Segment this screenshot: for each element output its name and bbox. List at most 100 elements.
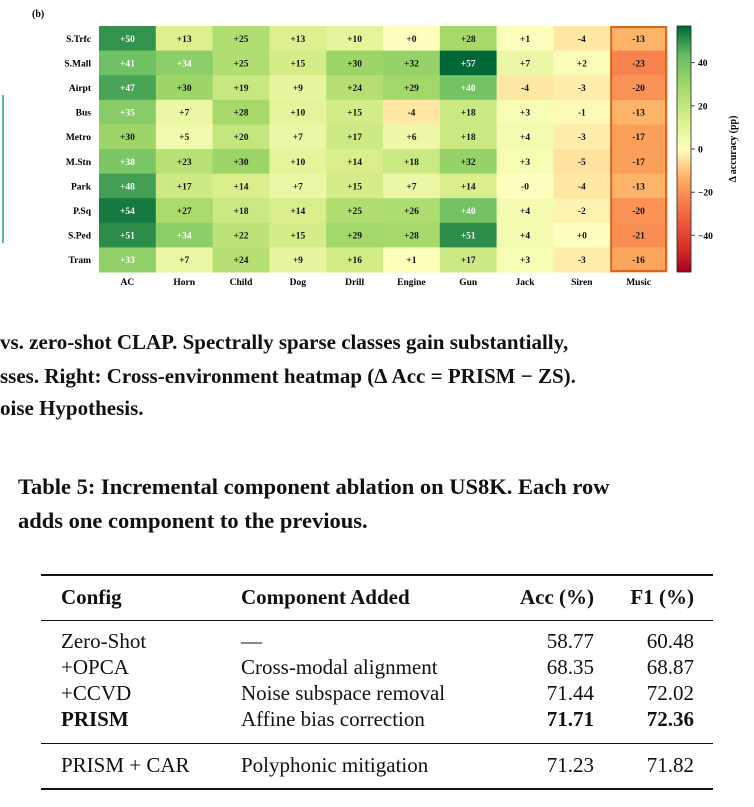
cell-value-label: +7 bbox=[406, 182, 416, 192]
heatmap-cell bbox=[439, 247, 498, 273]
heatmap-cell bbox=[553, 198, 611, 224]
row-component: — bbox=[241, 629, 262, 653]
cell-value-label: -20 bbox=[632, 84, 645, 94]
cell-value-label: +34 bbox=[177, 232, 192, 242]
row-component: Polyphonic mitigation bbox=[241, 753, 429, 777]
heatmap-cell bbox=[99, 50, 157, 76]
heatmap-cell bbox=[383, 173, 441, 199]
cell-value-label: -5 bbox=[578, 158, 586, 168]
heatmap-cell bbox=[99, 26, 157, 52]
cell-value-label: +16 bbox=[347, 256, 362, 266]
column-label: AC bbox=[121, 278, 135, 288]
cell-value-label: +24 bbox=[234, 256, 249, 266]
cell-value-label: +7 bbox=[520, 59, 530, 69]
column-label: Music bbox=[626, 278, 651, 288]
cell-value-label: -3 bbox=[578, 133, 586, 143]
cross-environment-heatmap: (b) +50 +13 +25 +13 +10 +0 +28 +1 -4 -13+41 +34 +25… bbox=[2, 9, 739, 288]
row-label: Park bbox=[71, 182, 92, 192]
colorbar-tick-label: 0 bbox=[698, 146, 703, 156]
row-label: Metro bbox=[66, 133, 91, 143]
colorbar bbox=[676, 25, 692, 273]
cell-value-label: -3 bbox=[578, 256, 586, 266]
cell-value-label: +29 bbox=[404, 84, 419, 94]
column-label: Horn bbox=[173, 278, 195, 288]
colorbar-tick-label: 40 bbox=[698, 59, 708, 69]
cell-value-label: +13 bbox=[290, 35, 305, 45]
heatmap-cell bbox=[496, 99, 554, 125]
heatmap-cell bbox=[496, 247, 554, 273]
cell-value-label: +7 bbox=[179, 109, 189, 119]
cell-value-label: -2 bbox=[578, 207, 586, 217]
heatmap-cell bbox=[212, 149, 270, 175]
heatmap-cell bbox=[326, 198, 384, 224]
cell-value-label: +9 bbox=[293, 256, 303, 266]
row-acc: 71.23 bbox=[546, 753, 594, 777]
cell-value-label: +48 bbox=[120, 182, 135, 192]
heatmap-cell bbox=[439, 75, 498, 101]
row-config: +OPCA bbox=[61, 655, 129, 679]
cell-value-label: -4 bbox=[407, 109, 415, 119]
colorbar-tick-label: −20 bbox=[698, 189, 713, 199]
row-label: M.Stn bbox=[66, 158, 92, 168]
heatmap-cell bbox=[212, 99, 270, 125]
cell-value-label: +27 bbox=[177, 207, 192, 217]
cell-value-label: +25 bbox=[234, 59, 249, 69]
heatmap-cell bbox=[326, 247, 384, 273]
row-f1: 68.87 bbox=[646, 655, 694, 679]
heatmap-cell bbox=[269, 222, 327, 248]
cell-value-label: +30 bbox=[347, 59, 362, 69]
row-f1: 72.36 bbox=[646, 707, 694, 731]
cell-value-label: -0 bbox=[521, 182, 529, 192]
row-acc: 68.35 bbox=[546, 655, 594, 679]
heatmap-cell bbox=[439, 149, 498, 175]
cell-value-label: +25 bbox=[347, 207, 362, 217]
table-mid-rule bbox=[41, 743, 713, 744]
heatmap-cell bbox=[155, 124, 214, 150]
cell-value-label: +29 bbox=[347, 232, 362, 242]
row-config: PRISM bbox=[61, 707, 129, 731]
row-acc: 71.44 bbox=[546, 681, 594, 705]
heatmap-cell bbox=[326, 75, 384, 101]
cell-value-label: +30 bbox=[177, 84, 192, 94]
cell-value-label: +15 bbox=[347, 109, 362, 119]
column-label: Engine bbox=[397, 278, 426, 288]
heatmap-cell bbox=[553, 124, 611, 150]
row-label: S.Trfc bbox=[66, 35, 91, 45]
row-label: S.Mall bbox=[64, 59, 91, 69]
cell-value-label: +3 bbox=[520, 158, 530, 168]
heatmap-cell bbox=[99, 173, 157, 199]
cell-value-label: +24 bbox=[347, 84, 362, 94]
cell-value-label: +18 bbox=[404, 158, 419, 168]
heatmap-cell bbox=[439, 26, 498, 52]
cell-value-label: -4 bbox=[578, 182, 586, 192]
cell-value-label: +0 bbox=[406, 35, 416, 45]
cell-value-label: +28 bbox=[461, 35, 476, 45]
heatmap-cell bbox=[326, 173, 384, 199]
heatmap-cell bbox=[155, 222, 214, 248]
heatmap-cell bbox=[439, 50, 498, 76]
cell-value-label: +0 bbox=[577, 232, 587, 242]
heatmap-cell bbox=[155, 75, 214, 101]
heatmap-cell bbox=[496, 26, 554, 52]
heatmap-cell bbox=[212, 26, 270, 52]
header-acc: Acc (%) bbox=[519, 585, 594, 609]
cell-value-label: +51 bbox=[120, 232, 135, 242]
column-label: Gun bbox=[459, 278, 478, 288]
figure-caption-line-2: sses. Right: Cross-environment heatmap (… bbox=[0, 364, 576, 388]
cell-value-label: +50 bbox=[120, 35, 135, 45]
heatmap-cell bbox=[496, 149, 554, 175]
heatmap-cell bbox=[99, 75, 157, 101]
cell-value-label: +13 bbox=[177, 35, 192, 45]
cell-value-label: +14 bbox=[290, 207, 305, 217]
heatmap-cell bbox=[610, 222, 668, 248]
cell-value-label: -4 bbox=[521, 84, 529, 94]
cell-value-label: +17 bbox=[347, 133, 362, 143]
cell-value-label: -17 bbox=[632, 158, 645, 168]
cell-value-label: +34 bbox=[177, 59, 192, 69]
row-component: Noise subspace removal bbox=[241, 681, 446, 705]
heatmap-cell bbox=[155, 99, 214, 125]
heatmap-cell bbox=[383, 26, 441, 52]
column-label: Drill bbox=[345, 278, 364, 288]
cell-value-label: +41 bbox=[120, 59, 135, 69]
panel-label: (b) bbox=[32, 9, 44, 20]
